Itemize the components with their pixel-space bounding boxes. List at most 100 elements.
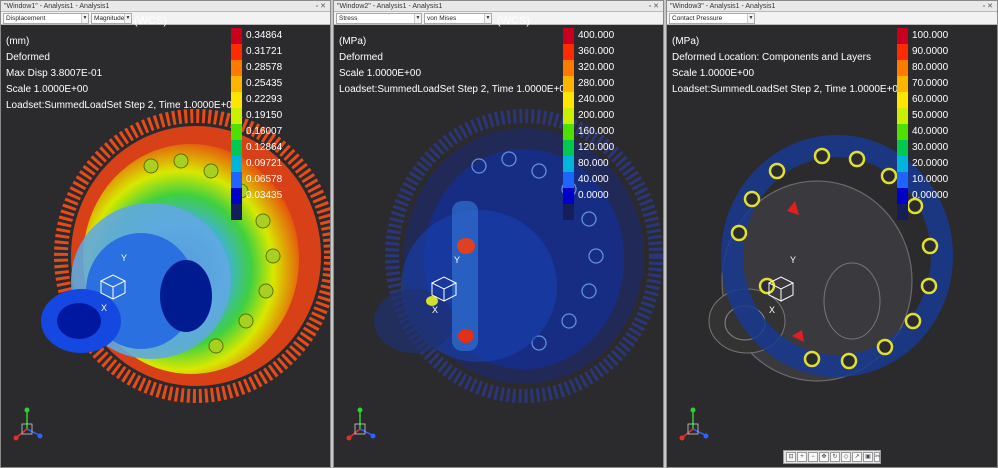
legend-swatch	[897, 172, 908, 188]
legend-swatch	[231, 140, 242, 156]
legend-value: 160.000	[578, 126, 615, 137]
legend-value: 80.000	[578, 158, 609, 169]
legend-swatch	[897, 124, 908, 140]
chevron-down-icon[interactable]: ▼	[747, 14, 754, 23]
svg-text:Y: Y	[454, 255, 460, 265]
chevron-down-icon[interactable]: ▼	[81, 14, 88, 23]
legend-swatch	[231, 204, 242, 220]
legend-labels: 100.000 90.0000 80.0000 70.0000 60.0000 …	[912, 28, 948, 204]
info-line: Scale 1.0000E+00	[672, 68, 755, 79]
result-type-select[interactable]: Stress ▼	[336, 13, 422, 24]
window-1-controls[interactable]: ▫✕	[315, 3, 328, 10]
info-line: (MPa)	[672, 36, 700, 47]
viewport-window-1[interactable]: "Window1" - Analysis1 - Analysis1 ▫✕ Dis…	[0, 0, 331, 468]
legend-value: 30.0000	[912, 142, 949, 153]
legend-value: 0.00000	[912, 190, 949, 201]
contact-pressure-model-render[interactable]: Y X	[667, 27, 998, 468]
window-1-title: "Window1" - Analysis1 - Analysis1	[4, 3, 110, 10]
legend-value: 70.0000	[912, 78, 949, 89]
chevron-down-icon[interactable]: ▼	[484, 14, 491, 23]
rotate-icon[interactable]: ↻	[830, 452, 840, 462]
svg-text:Y: Y	[790, 255, 796, 265]
info-line: Deformed	[339, 52, 383, 63]
legend-swatch	[563, 108, 574, 124]
legend-swatch	[897, 28, 908, 44]
axis-triad-icon	[13, 407, 43, 441]
legend-value: 50.0000	[912, 110, 949, 121]
info-line: Scale 1.0000E+00	[6, 84, 89, 95]
legend-value: 0.25435	[246, 78, 283, 89]
component-select[interactable]: von Mises ▼	[424, 13, 492, 24]
info-line: Max Disp 3.8007E-01	[6, 68, 103, 79]
chevron-down-icon[interactable]: ▼	[124, 14, 131, 23]
view-icon[interactable]: ◇	[841, 452, 851, 462]
legend-value: 40.0000	[912, 126, 949, 137]
info-line: (MPa)	[339, 36, 367, 47]
legend-swatch	[563, 124, 574, 140]
svg-text:X: X	[101, 303, 107, 313]
legend-swatch	[563, 188, 574, 204]
chevron-down-icon[interactable]: ▼	[414, 14, 421, 23]
svg-text:Y: Y	[121, 253, 127, 263]
result-info-panel: (mm) Deformed Max Disp 3.8007E-01 Scale …	[6, 34, 232, 114]
legend-swatch	[231, 28, 242, 44]
legend-value: 0.31721	[246, 46, 283, 57]
legend-value: 0.28578	[246, 62, 283, 73]
info-line: Loadset:SummedLoadSet Step 2, Time 1.000…	[339, 84, 571, 95]
coord-system-label: (WCS)	[497, 15, 530, 27]
zoom-fit-icon[interactable]: ⊡	[786, 452, 796, 462]
view-toolbar: ⊡ + − ✥ ↻ ◇ ↗ ▣ ✂	[783, 450, 881, 464]
orient-icon[interactable]: ↗	[852, 452, 862, 462]
window-2-titlebar[interactable]: "Window2" - Analysis1 - Analysis1 ▫✕	[334, 1, 663, 12]
legend-value: 0.34864	[246, 30, 283, 41]
displacement-model-render[interactable]: Y X	[1, 27, 331, 468]
legend-value: 0.03435	[246, 190, 283, 201]
legend-swatch	[897, 108, 908, 124]
legend-value: 0.06578	[246, 174, 283, 185]
window-3-controls[interactable]: ▫✕	[982, 3, 995, 10]
info-line: Loadset:SummedLoadSet Step 2, Time 1.000…	[672, 84, 904, 95]
legend-value: 10.0000	[912, 174, 949, 185]
window-2-toolbar: Stress ▼ von Mises ▼	[334, 12, 663, 25]
window-1-titlebar[interactable]: "Window1" - Analysis1 - Analysis1 ▫✕	[1, 1, 330, 12]
legend-labels: 0.34864 0.31721 0.28578 0.25435 0.22293 …	[246, 28, 282, 204]
legend-swatch	[563, 156, 574, 172]
legend-swatch	[897, 188, 908, 204]
legend-value: 0.0000	[578, 190, 609, 201]
component-select[interactable]: Magnitude ▼	[91, 13, 132, 24]
stress-model-render[interactable]: Y X	[334, 27, 664, 468]
legend-color-bar	[897, 28, 908, 220]
legend-value: 0.16007	[246, 126, 283, 137]
info-line: Loadset:SummedLoadSet Step 2, Time 1.000…	[6, 100, 232, 111]
zoom-in-icon[interactable]: +	[797, 452, 807, 462]
window-1-toolbar: Displacement ▼ Magnitude ▼	[1, 12, 330, 25]
zoom-out-icon[interactable]: −	[808, 452, 818, 462]
legend-color-bar	[231, 28, 242, 220]
legend-value: 90.0000	[912, 46, 949, 57]
cut-icon[interactable]: ✂	[874, 452, 881, 462]
legend-swatch	[897, 204, 908, 220]
viewport-window-2[interactable]: "Window2" - Analysis1 - Analysis1 ▫✕ Str…	[333, 0, 664, 468]
legend-swatch	[563, 60, 574, 76]
legend-value: 0.09721	[246, 158, 283, 169]
viewport-window-3[interactable]: "Window3" - Analysis1 - Analysis1 ▫✕ Con…	[666, 0, 998, 468]
legend-swatch	[231, 60, 242, 76]
legend-value: 240.000	[578, 94, 615, 105]
pan-icon[interactable]: ✥	[819, 452, 829, 462]
result-type-select[interactable]: Contact Pressure ▼	[669, 13, 755, 24]
legend-value: 400.000	[578, 30, 615, 41]
axis-triad-icon	[679, 407, 709, 441]
select-icon[interactable]: ▣	[863, 452, 873, 462]
legend-value: 40.000	[578, 174, 609, 185]
legend-value: 200.000	[578, 110, 615, 121]
window-3-titlebar[interactable]: "Window3" - Analysis1 - Analysis1 ▫✕	[667, 1, 997, 12]
window-2-controls[interactable]: ▫✕	[648, 3, 661, 10]
legend-swatch	[563, 172, 574, 188]
info-line: Scale 1.0000E+00	[339, 68, 422, 79]
info-line: Deformed Location: Components and Layers	[672, 52, 872, 63]
svg-text:X: X	[432, 305, 438, 315]
legend-swatch	[231, 172, 242, 188]
axis-triad-icon	[346, 407, 376, 441]
result-type-select[interactable]: Displacement ▼	[3, 13, 89, 24]
legend-swatch	[897, 44, 908, 60]
